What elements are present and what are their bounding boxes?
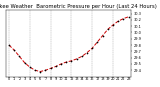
Text: 18: 18 xyxy=(100,77,105,81)
Point xyxy=(117,20,120,22)
Point xyxy=(101,35,104,36)
Text: 17: 17 xyxy=(95,77,100,81)
Text: 3: 3 xyxy=(24,77,26,81)
Point xyxy=(112,24,114,26)
Title: Milwaukee Weather  Barometric Pressure per Hour (Last 24 Hours): Milwaukee Weather Barometric Pressure pe… xyxy=(0,4,157,9)
Text: 20: 20 xyxy=(111,77,115,81)
Point xyxy=(44,70,47,71)
Point xyxy=(75,58,78,60)
Point xyxy=(122,18,125,19)
Point xyxy=(18,56,21,57)
Text: 9: 9 xyxy=(55,77,57,81)
Text: 2: 2 xyxy=(18,77,20,81)
Text: 13: 13 xyxy=(74,77,79,81)
Text: 19: 19 xyxy=(106,77,110,81)
Point xyxy=(13,49,16,51)
Point xyxy=(70,60,73,62)
Point xyxy=(86,52,88,53)
Point xyxy=(127,16,130,17)
Text: 10: 10 xyxy=(59,77,63,81)
Point xyxy=(91,48,93,49)
Text: 16: 16 xyxy=(90,77,94,81)
Text: 4: 4 xyxy=(29,77,31,81)
Text: 1: 1 xyxy=(13,77,15,81)
Point xyxy=(8,44,10,46)
Point xyxy=(28,66,31,68)
Point xyxy=(65,61,68,63)
Text: 21: 21 xyxy=(116,77,120,81)
Text: 12: 12 xyxy=(69,77,74,81)
Text: 11: 11 xyxy=(64,77,68,81)
Text: 0: 0 xyxy=(8,77,10,81)
Point xyxy=(55,66,57,67)
Point xyxy=(39,71,41,72)
Point xyxy=(107,29,109,30)
Point xyxy=(80,56,83,57)
Point xyxy=(34,70,36,71)
Text: 7: 7 xyxy=(44,77,47,81)
Point xyxy=(96,41,99,43)
Text: 22: 22 xyxy=(121,77,126,81)
Text: 14: 14 xyxy=(80,77,84,81)
Point xyxy=(23,62,26,63)
Point xyxy=(49,68,52,69)
Text: 5: 5 xyxy=(34,77,36,81)
Text: 15: 15 xyxy=(85,77,89,81)
Text: 6: 6 xyxy=(39,77,41,81)
Text: 8: 8 xyxy=(49,77,52,81)
Point xyxy=(60,63,62,65)
Text: 23: 23 xyxy=(126,77,131,81)
